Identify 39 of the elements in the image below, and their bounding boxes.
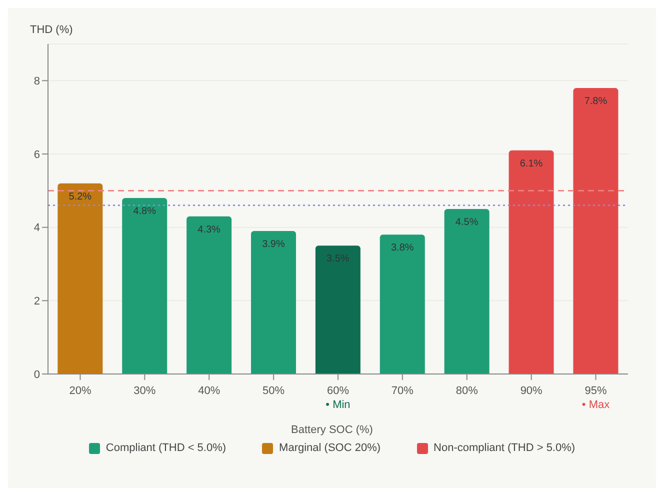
y-axis-title: THD (%) [30, 24, 73, 36]
data-label: 4.3% [198, 224, 221, 236]
bar [58, 183, 103, 374]
x-tick-label: 70% [391, 385, 414, 397]
text: • Min [326, 399, 350, 411]
y-tick-label: 6 [34, 148, 40, 161]
x-tick-label: 60% [326, 385, 350, 397]
y-tick-label: 2 [34, 296, 40, 308]
bar [122, 198, 168, 374]
data-label: 6.1% [520, 158, 543, 170]
text: • Max [582, 399, 610, 411]
bar [573, 88, 618, 374]
data-label: 7.8% [584, 96, 608, 107]
y-tick-label: 4 [34, 222, 40, 234]
x-tick-label: 80% [456, 385, 478, 397]
x-tick-label: 90% [520, 385, 543, 397]
bar [444, 209, 490, 374]
legend-label: Marginal (SOC 20%) [278, 442, 381, 454]
legend-label: Non-compliant (THD > 5.0%) [432, 442, 576, 454]
data-label: 3.5% [326, 254, 350, 265]
data-label: 4.8% [133, 206, 156, 217]
bar [508, 150, 554, 374]
x-tick-label: 95% [584, 385, 607, 397]
bar [380, 234, 425, 374]
data-label: 4.5% [455, 217, 478, 228]
data-label: 5.2% [68, 191, 92, 202]
x-tick-label: 30% [134, 385, 156, 397]
x-tick-label: 20% [69, 385, 92, 397]
bar [315, 246, 360, 374]
data-label: 3.8% [390, 242, 414, 254]
y-tick-label: 8 [34, 76, 40, 88]
y-tick-label: 0 [34, 368, 40, 381]
legend-label: Compliant (THD < 5.0%) [104, 442, 226, 454]
bar [186, 216, 232, 374]
x-tick-label: 50% [262, 385, 285, 397]
bar [251, 231, 296, 374]
data-label: 3.9% [262, 239, 286, 250]
x-axis-title: Battery SOC (%) [290, 424, 374, 436]
x-tick-label: 40% [198, 385, 220, 397]
